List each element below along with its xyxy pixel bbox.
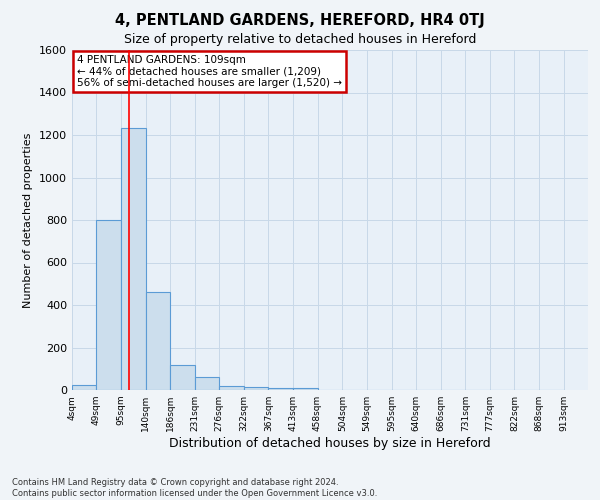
Y-axis label: Number of detached properties: Number of detached properties (23, 132, 34, 308)
Bar (121, 128, 146, 390)
Bar (170, 364, 195, 390)
Bar (195, 378, 219, 390)
Bar (244, 387, 268, 390)
Bar (293, 388, 317, 390)
Bar (146, 292, 170, 390)
Bar (219, 386, 244, 390)
Bar (268, 388, 293, 390)
Text: 4, PENTLAND GARDENS, HEREFORD, HR4 0TJ: 4, PENTLAND GARDENS, HEREFORD, HR4 0TJ (115, 12, 485, 28)
Text: 4 PENTLAND GARDENS: 109sqm
← 44% of detached houses are smaller (1,209)
56% of s: 4 PENTLAND GARDENS: 109sqm ← 44% of deta… (77, 55, 342, 88)
Text: Size of property relative to detached houses in Hereford: Size of property relative to detached ho… (124, 32, 476, 46)
Bar (72, 384, 97, 390)
Bar (97, 220, 121, 390)
X-axis label: Distribution of detached houses by size in Hereford: Distribution of detached houses by size … (169, 437, 491, 450)
Text: Contains HM Land Registry data © Crown copyright and database right 2024.
Contai: Contains HM Land Registry data © Crown c… (12, 478, 377, 498)
